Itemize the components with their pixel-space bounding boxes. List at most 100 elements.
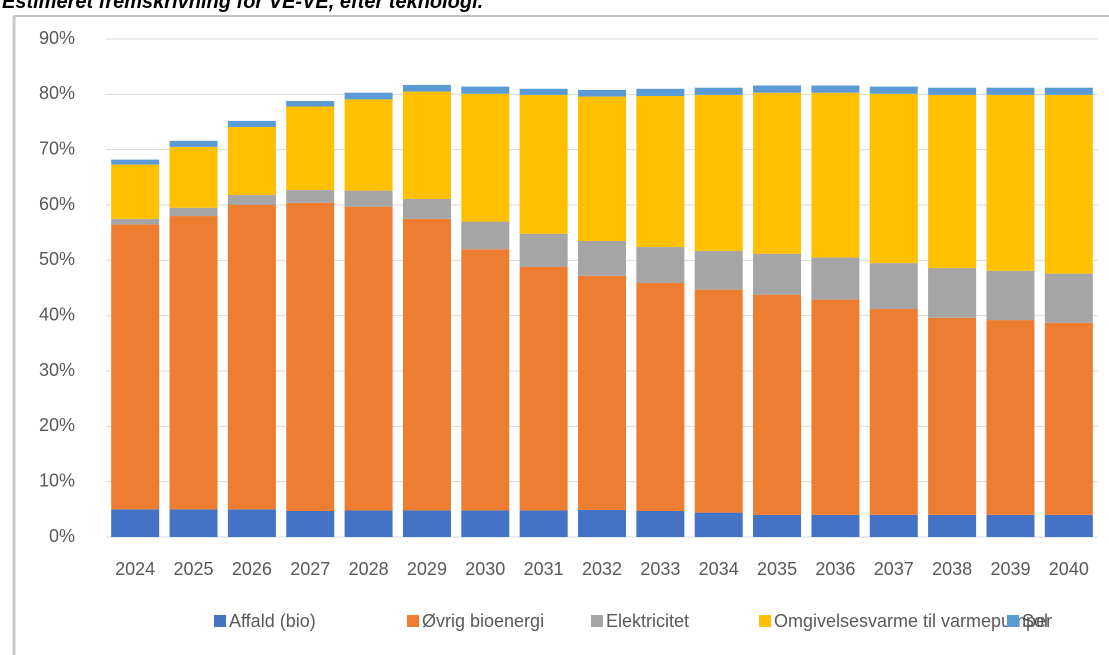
bar-segment (694, 94, 743, 251)
bar-segment (578, 89, 626, 97)
bar-segment (402, 510, 451, 537)
bar-segment (286, 106, 335, 191)
bar-segment (869, 263, 918, 310)
bar-segment (227, 126, 276, 196)
bar-segment (111, 159, 160, 165)
bar-segment (519, 88, 568, 95)
bar-segment (928, 94, 977, 269)
bar-segment (636, 95, 685, 248)
bar-segment (344, 92, 393, 100)
bar-segment (811, 85, 860, 93)
y-tick-label: 30% (39, 360, 75, 380)
bar-segment (811, 257, 860, 300)
y-tick-label: 20% (39, 415, 75, 435)
bar-segment (928, 317, 977, 515)
bar-segment (519, 94, 568, 234)
x-tick-label: 2039 (990, 559, 1030, 579)
bar-segment (1044, 87, 1093, 95)
bar-segment (811, 514, 860, 537)
y-tick-label: 70% (39, 138, 75, 158)
x-tick-label: 2030 (465, 559, 505, 579)
bar-segment (111, 164, 160, 219)
x-tick-label: 2034 (699, 559, 739, 579)
bar-segment (169, 509, 218, 537)
bar-segment (1044, 514, 1093, 537)
bar-segment (227, 195, 276, 205)
y-tick-label: 10% (39, 470, 75, 490)
legend-swatch (759, 615, 771, 627)
legend-swatch (214, 615, 226, 627)
bar-segment (402, 198, 451, 219)
bar-segment (811, 92, 860, 258)
y-tick-label: 90% (39, 28, 75, 48)
bar-segment (928, 514, 977, 537)
bar-segment (928, 268, 977, 318)
bar-segment (111, 218, 160, 225)
x-tick-label: 2028 (349, 559, 389, 579)
bar-segment (402, 91, 451, 199)
bar-segment (869, 93, 918, 264)
x-tick-label: 2033 (640, 559, 680, 579)
bar-segment (869, 86, 918, 94)
legend-swatch (1007, 615, 1019, 627)
y-tick-label: 60% (39, 194, 75, 214)
bar-segment (286, 510, 335, 537)
x-tick-label: 2036 (815, 559, 855, 579)
bar-segment (694, 289, 743, 513)
bar-segment (344, 190, 393, 207)
y-tick-label: 50% (39, 249, 75, 269)
y-tick-label: 40% (39, 304, 75, 324)
bar-segment (986, 514, 1035, 537)
x-tick-label: 2040 (1049, 559, 1089, 579)
bar-segment (169, 207, 218, 217)
bar-segment (1044, 322, 1093, 515)
bar-segment (928, 87, 977, 95)
x-tick-label: 2037 (874, 559, 914, 579)
x-tick-label: 2029 (407, 559, 447, 579)
bar-segment (519, 233, 568, 267)
y-tick-label: 0% (49, 526, 75, 546)
bar-segment (986, 270, 1035, 321)
bar-segment (694, 512, 743, 537)
bar-segment (344, 510, 393, 537)
bar-segment (636, 88, 685, 96)
legend-label: Elektricitet (606, 611, 689, 631)
bar-segment (986, 320, 1035, 515)
bar-segment (286, 202, 335, 511)
bar-segment (1044, 94, 1093, 274)
bar-segment (578, 240, 626, 276)
bar-segment (461, 510, 510, 537)
bar-segment (578, 275, 626, 510)
bar-segment (519, 266, 568, 511)
bar-segment (461, 249, 510, 511)
legend-label: Øvrig bioenergi (422, 611, 544, 631)
bar-segment (344, 206, 393, 511)
bar-segment (986, 87, 1035, 95)
bar-segment (636, 510, 685, 537)
x-tick-label: 2024 (115, 559, 155, 579)
bar-segment (227, 509, 276, 537)
bar-segment (753, 253, 802, 295)
legend-swatch (407, 615, 419, 627)
bar-segment (344, 99, 393, 191)
bar-segment (227, 205, 276, 510)
x-tick-label: 2035 (757, 559, 797, 579)
bar-segment (169, 146, 218, 208)
bar-segment (869, 309, 918, 515)
bar-segment (753, 92, 802, 254)
bar-segment (578, 509, 626, 537)
bar-segment (753, 514, 802, 537)
bar-segment (1044, 273, 1093, 323)
bar-segment (636, 247, 685, 284)
x-tick-label: 2027 (290, 559, 330, 579)
x-tick-label: 2031 (524, 559, 564, 579)
bar-segment (461, 93, 510, 222)
bar-segment (169, 140, 218, 147)
bar-segment (402, 84, 451, 92)
x-tick-label: 2025 (174, 559, 214, 579)
bar-segment (869, 514, 918, 537)
bar-segment (578, 96, 626, 241)
chart-title: Estimeret fremskrivning for VE-VE, efter… (2, 0, 483, 13)
bar-segment (227, 120, 276, 127)
